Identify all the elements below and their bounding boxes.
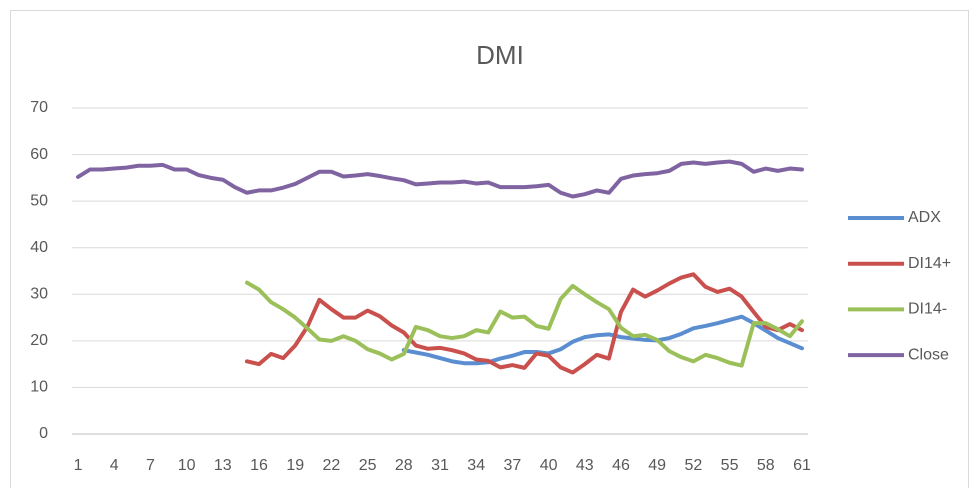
series-line — [401, 314, 804, 366]
x-tick-label: 25 — [359, 457, 377, 474]
legend-label: ADX — [908, 209, 941, 226]
y-tick-label: 20 — [30, 332, 48, 349]
series-line — [76, 159, 804, 199]
y-tick-label: 50 — [30, 192, 48, 209]
x-tick-label: 40 — [540, 457, 558, 474]
y-tick-label: 30 — [30, 286, 48, 303]
x-tick-label: 31 — [431, 457, 449, 474]
x-tick-label: 37 — [503, 457, 521, 474]
x-tick-label: 19 — [286, 457, 304, 474]
y-tick-label: 40 — [30, 239, 48, 256]
x-tick-label: 16 — [250, 457, 268, 474]
x-tick-label: 4 — [110, 457, 119, 474]
legend-label: DI14+ — [908, 255, 951, 272]
legend-label: DI14- — [908, 301, 947, 318]
x-tick-label: 10 — [178, 457, 196, 474]
x-tick-label: 34 — [467, 457, 485, 474]
x-tick-label: 28 — [395, 457, 413, 474]
x-tick-label: 58 — [757, 457, 775, 474]
y-tick-label: 60 — [30, 146, 48, 163]
chart-border — [10, 10, 969, 488]
series-line — [244, 272, 804, 375]
x-tick-label: 49 — [648, 457, 666, 474]
x-tick-label: 43 — [576, 457, 594, 474]
y-tick-label: 0 — [39, 425, 48, 442]
legend-label: Close — [908, 346, 949, 363]
x-tick-label: 46 — [612, 457, 630, 474]
chart-title: DMI — [476, 40, 524, 70]
x-tick-label: 61 — [793, 457, 811, 474]
x-tick-label: 13 — [214, 457, 232, 474]
y-tick-label: 70 — [30, 99, 48, 116]
x-tick-label: 22 — [323, 457, 341, 474]
x-tick-label: 52 — [684, 457, 702, 474]
y-tick-label: 10 — [30, 379, 48, 396]
x-tick-label: 7 — [146, 457, 155, 474]
x-tick-label: 1 — [74, 457, 83, 474]
series-line — [244, 280, 804, 368]
x-tick-label: 55 — [721, 457, 739, 474]
